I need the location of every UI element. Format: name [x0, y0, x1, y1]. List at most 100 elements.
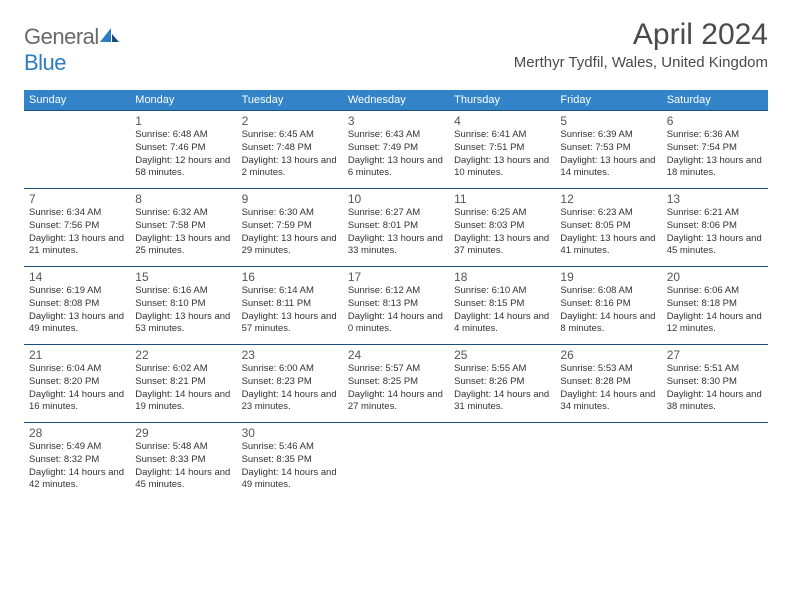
day-cell: 27Sunrise: 5:51 AMSunset: 8:30 PMDayligh… — [662, 345, 768, 423]
logo-word-1: General — [24, 24, 99, 49]
calendar-body: 1Sunrise: 6:48 AMSunset: 7:46 PMDaylight… — [24, 111, 768, 501]
day-cell: 5Sunrise: 6:39 AMSunset: 7:53 PMDaylight… — [555, 111, 661, 189]
day-cell: 18Sunrise: 6:10 AMSunset: 8:15 PMDayligh… — [449, 267, 555, 345]
day-info: Sunrise: 6:48 AMSunset: 7:46 PMDaylight:… — [135, 129, 231, 180]
page-header: GeneralBlue April 2024 Merthyr Tydfil, W… — [24, 18, 768, 76]
day-info: Sunrise: 6:27 AMSunset: 8:01 PMDaylight:… — [348, 207, 444, 258]
day-number: 1 — [135, 114, 231, 128]
day-info: Sunrise: 6:39 AMSunset: 7:53 PMDaylight:… — [560, 129, 656, 180]
day-number: 24 — [348, 348, 444, 362]
day-number: 13 — [667, 192, 763, 206]
day-cell: 22Sunrise: 6:02 AMSunset: 8:21 PMDayligh… — [130, 345, 236, 423]
calendar-table: Sunday Monday Tuesday Wednesday Thursday… — [24, 90, 768, 501]
day-number: 28 — [29, 426, 125, 440]
day-number: 27 — [667, 348, 763, 362]
day-cell: 26Sunrise: 5:53 AMSunset: 8:28 PMDayligh… — [555, 345, 661, 423]
day-info: Sunrise: 5:57 AMSunset: 8:25 PMDaylight:… — [348, 363, 444, 414]
day-header: Friday — [555, 90, 661, 111]
day-cell: 29Sunrise: 5:48 AMSunset: 8:33 PMDayligh… — [130, 423, 236, 501]
day-info: Sunrise: 6:45 AMSunset: 7:48 PMDaylight:… — [242, 129, 338, 180]
day-cell — [662, 423, 768, 501]
day-cell — [449, 423, 555, 501]
day-info: Sunrise: 5:46 AMSunset: 8:35 PMDaylight:… — [242, 441, 338, 492]
logo-sail-icon — [100, 24, 120, 50]
day-cell — [555, 423, 661, 501]
day-cell: 16Sunrise: 6:14 AMSunset: 8:11 PMDayligh… — [237, 267, 343, 345]
day-header-row: Sunday Monday Tuesday Wednesday Thursday… — [24, 90, 768, 111]
week-row: 21Sunrise: 6:04 AMSunset: 8:20 PMDayligh… — [24, 345, 768, 423]
week-row: 1Sunrise: 6:48 AMSunset: 7:46 PMDaylight… — [24, 111, 768, 189]
logo-text: GeneralBlue — [24, 24, 120, 76]
day-number: 20 — [667, 270, 763, 284]
day-info: Sunrise: 6:34 AMSunset: 7:56 PMDaylight:… — [29, 207, 125, 258]
day-info: Sunrise: 6:43 AMSunset: 7:49 PMDaylight:… — [348, 129, 444, 180]
day-header: Sunday — [24, 90, 130, 111]
logo-word-2: Blue — [24, 50, 66, 75]
day-info: Sunrise: 6:19 AMSunset: 8:08 PMDaylight:… — [29, 285, 125, 336]
day-info: Sunrise: 6:14 AMSunset: 8:11 PMDaylight:… — [242, 285, 338, 336]
day-number: 4 — [454, 114, 550, 128]
day-number: 18 — [454, 270, 550, 284]
day-header: Monday — [130, 90, 236, 111]
day-info: Sunrise: 6:04 AMSunset: 8:20 PMDaylight:… — [29, 363, 125, 414]
day-number: 3 — [348, 114, 444, 128]
day-cell: 25Sunrise: 5:55 AMSunset: 8:26 PMDayligh… — [449, 345, 555, 423]
day-number: 10 — [348, 192, 444, 206]
day-header: Wednesday — [343, 90, 449, 111]
day-info: Sunrise: 6:00 AMSunset: 8:23 PMDaylight:… — [242, 363, 338, 414]
day-number: 8 — [135, 192, 231, 206]
day-cell: 4Sunrise: 6:41 AMSunset: 7:51 PMDaylight… — [449, 111, 555, 189]
day-number: 21 — [29, 348, 125, 362]
day-info: Sunrise: 6:12 AMSunset: 8:13 PMDaylight:… — [348, 285, 444, 336]
day-cell: 3Sunrise: 6:43 AMSunset: 7:49 PMDaylight… — [343, 111, 449, 189]
day-cell: 23Sunrise: 6:00 AMSunset: 8:23 PMDayligh… — [237, 345, 343, 423]
day-info: Sunrise: 5:51 AMSunset: 8:30 PMDaylight:… — [667, 363, 763, 414]
day-info: Sunrise: 5:55 AMSunset: 8:26 PMDaylight:… — [454, 363, 550, 414]
day-cell: 8Sunrise: 6:32 AMSunset: 7:58 PMDaylight… — [130, 189, 236, 267]
day-cell: 7Sunrise: 6:34 AMSunset: 7:56 PMDaylight… — [24, 189, 130, 267]
day-cell: 13Sunrise: 6:21 AMSunset: 8:06 PMDayligh… — [662, 189, 768, 267]
day-number: 2 — [242, 114, 338, 128]
day-cell: 12Sunrise: 6:23 AMSunset: 8:05 PMDayligh… — [555, 189, 661, 267]
week-row: 7Sunrise: 6:34 AMSunset: 7:56 PMDaylight… — [24, 189, 768, 267]
day-info: Sunrise: 6:30 AMSunset: 7:59 PMDaylight:… — [242, 207, 338, 258]
day-header: Saturday — [662, 90, 768, 111]
logo: GeneralBlue — [24, 18, 120, 76]
day-info: Sunrise: 6:32 AMSunset: 7:58 PMDaylight:… — [135, 207, 231, 258]
day-cell: 17Sunrise: 6:12 AMSunset: 8:13 PMDayligh… — [343, 267, 449, 345]
day-number: 23 — [242, 348, 338, 362]
day-info: Sunrise: 6:08 AMSunset: 8:16 PMDaylight:… — [560, 285, 656, 336]
day-number: 29 — [135, 426, 231, 440]
day-number: 16 — [242, 270, 338, 284]
day-cell — [24, 111, 130, 189]
day-cell: 15Sunrise: 6:16 AMSunset: 8:10 PMDayligh… — [130, 267, 236, 345]
day-cell: 1Sunrise: 6:48 AMSunset: 7:46 PMDaylight… — [130, 111, 236, 189]
day-cell: 6Sunrise: 6:36 AMSunset: 7:54 PMDaylight… — [662, 111, 768, 189]
day-cell: 2Sunrise: 6:45 AMSunset: 7:48 PMDaylight… — [237, 111, 343, 189]
day-cell: 9Sunrise: 6:30 AMSunset: 7:59 PMDaylight… — [237, 189, 343, 267]
day-cell: 11Sunrise: 6:25 AMSunset: 8:03 PMDayligh… — [449, 189, 555, 267]
day-info: Sunrise: 5:48 AMSunset: 8:33 PMDaylight:… — [135, 441, 231, 492]
day-cell: 14Sunrise: 6:19 AMSunset: 8:08 PMDayligh… — [24, 267, 130, 345]
day-number: 14 — [29, 270, 125, 284]
location: Merthyr Tydfil, Wales, United Kingdom — [514, 54, 768, 71]
day-cell — [343, 423, 449, 501]
title-block: April 2024 Merthyr Tydfil, Wales, United… — [514, 18, 768, 71]
day-number: 17 — [348, 270, 444, 284]
day-number: 6 — [667, 114, 763, 128]
day-number: 12 — [560, 192, 656, 206]
day-header: Thursday — [449, 90, 555, 111]
day-number: 30 — [242, 426, 338, 440]
day-info: Sunrise: 6:06 AMSunset: 8:18 PMDaylight:… — [667, 285, 763, 336]
day-number: 15 — [135, 270, 231, 284]
day-number: 25 — [454, 348, 550, 362]
day-number: 9 — [242, 192, 338, 206]
day-number: 11 — [454, 192, 550, 206]
day-cell: 30Sunrise: 5:46 AMSunset: 8:35 PMDayligh… — [237, 423, 343, 501]
day-info: Sunrise: 5:49 AMSunset: 8:32 PMDaylight:… — [29, 441, 125, 492]
day-number: 5 — [560, 114, 656, 128]
day-info: Sunrise: 6:36 AMSunset: 7:54 PMDaylight:… — [667, 129, 763, 180]
day-info: Sunrise: 6:02 AMSunset: 8:21 PMDaylight:… — [135, 363, 231, 414]
day-header: Tuesday — [237, 90, 343, 111]
day-number: 22 — [135, 348, 231, 362]
